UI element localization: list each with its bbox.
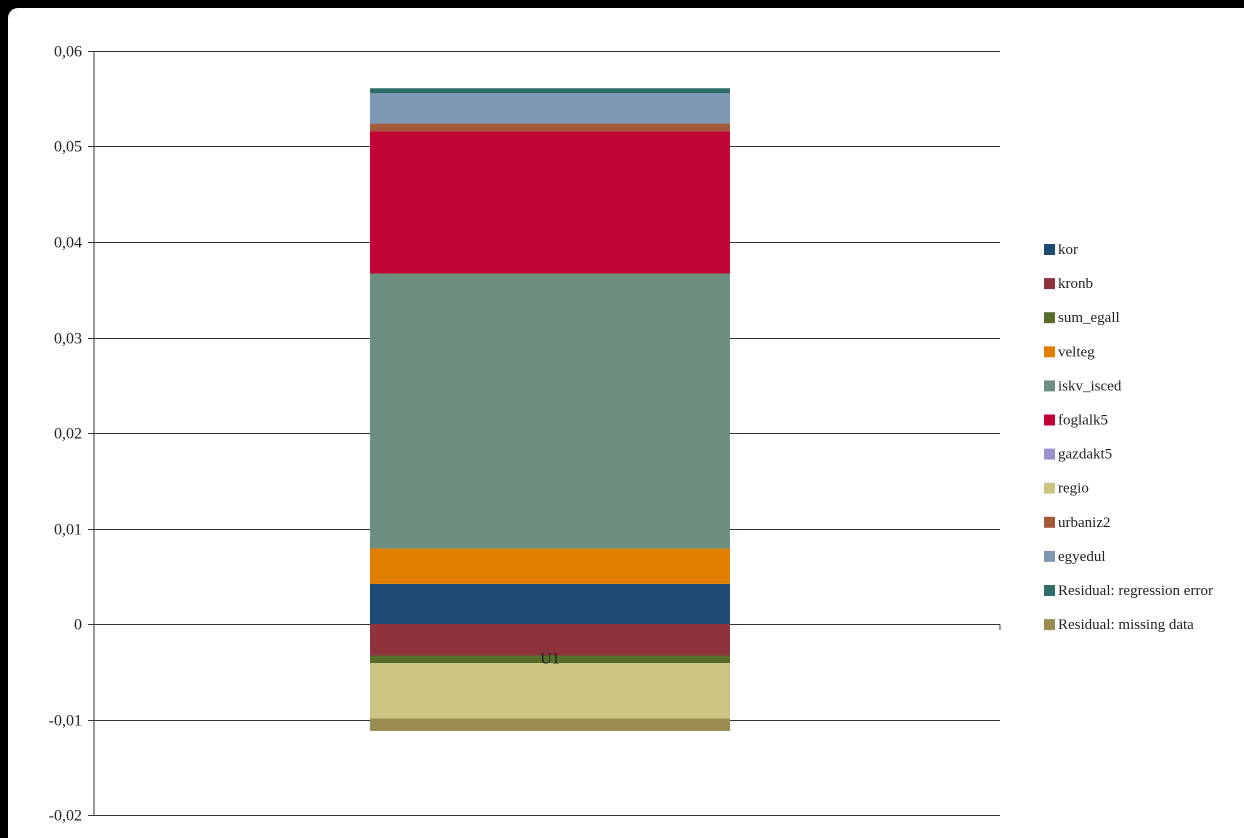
bar-segment bbox=[370, 123, 730, 132]
bar-segment bbox=[370, 624, 730, 656]
legend-swatch bbox=[1044, 244, 1055, 255]
legend-item-label: regio bbox=[1058, 481, 1089, 497]
bars bbox=[370, 88, 730, 731]
legend-swatch bbox=[1044, 550, 1055, 562]
legend-swatch bbox=[1044, 482, 1055, 494]
legend-swatch bbox=[1044, 312, 1055, 324]
bar-segment bbox=[370, 718, 730, 731]
legend-item-label: kor bbox=[1058, 242, 1078, 258]
bar-segment bbox=[370, 131, 730, 274]
legend-item-label: kronb bbox=[1058, 276, 1093, 292]
y-tick-label: 0,04 bbox=[54, 235, 82, 252]
legend-item-label: gazdakt5 bbox=[1058, 447, 1112, 463]
y-tick-label: 0,06 bbox=[54, 44, 82, 61]
bar-segment bbox=[370, 663, 730, 719]
y-tick-label: -0,02 bbox=[49, 808, 82, 825]
legend-item-label: Residual: missing data bbox=[1058, 617, 1194, 633]
bar-segment bbox=[370, 88, 730, 94]
stacked-bar-chart: -0,02 -0,01 0 0,01 0,02 0,03 0,04 0,05 0,06 U1 k… bbox=[49, 44, 1213, 825]
legend-item-label: sum_egall bbox=[1058, 310, 1120, 326]
legend-swatch bbox=[1044, 516, 1055, 528]
legend-item-label: urbaniz2 bbox=[1058, 515, 1110, 531]
legend-swatch bbox=[1044, 414, 1055, 426]
legend-item-label: iskv_isced bbox=[1058, 378, 1122, 394]
legend-swatch bbox=[1044, 448, 1055, 460]
legend-swatch bbox=[1044, 585, 1055, 596]
bar-segment bbox=[370, 655, 730, 664]
category-label: U1 bbox=[540, 650, 560, 667]
bar-segment bbox=[370, 93, 730, 124]
legend-swatch bbox=[1044, 278, 1055, 290]
legend-item-label: velteg bbox=[1058, 344, 1095, 360]
legend-swatch bbox=[1044, 619, 1055, 631]
y-tick-label: 0,02 bbox=[54, 426, 82, 443]
y-tick-label: 0 bbox=[74, 617, 82, 634]
y-axis: -0,02 -0,01 0 0,01 0,02 0,03 0,04 0,05 0,06 bbox=[49, 44, 95, 825]
legend-item-label: egyedul bbox=[1058, 549, 1105, 565]
category-labels: U1 bbox=[540, 650, 560, 667]
legend-item-label: foglalk5 bbox=[1058, 413, 1108, 429]
bar-segment bbox=[370, 583, 730, 624]
legend-item-label: Residual: regression error bbox=[1058, 583, 1213, 599]
chart-frame: -0,02 -0,01 0 0,01 0,02 0,03 0,04 0,05 0,06 U1 k… bbox=[8, 8, 1244, 838]
y-tick-label: 0,05 bbox=[54, 139, 82, 156]
legend-swatch bbox=[1044, 380, 1055, 392]
bar-segment bbox=[370, 273, 730, 549]
y-tick-label: 0,01 bbox=[54, 522, 82, 539]
legend-swatch bbox=[1044, 346, 1055, 358]
y-tick-label: -0,01 bbox=[49, 713, 82, 730]
bar-segment bbox=[370, 548, 730, 584]
y-tick-label: 0,03 bbox=[54, 331, 82, 348]
